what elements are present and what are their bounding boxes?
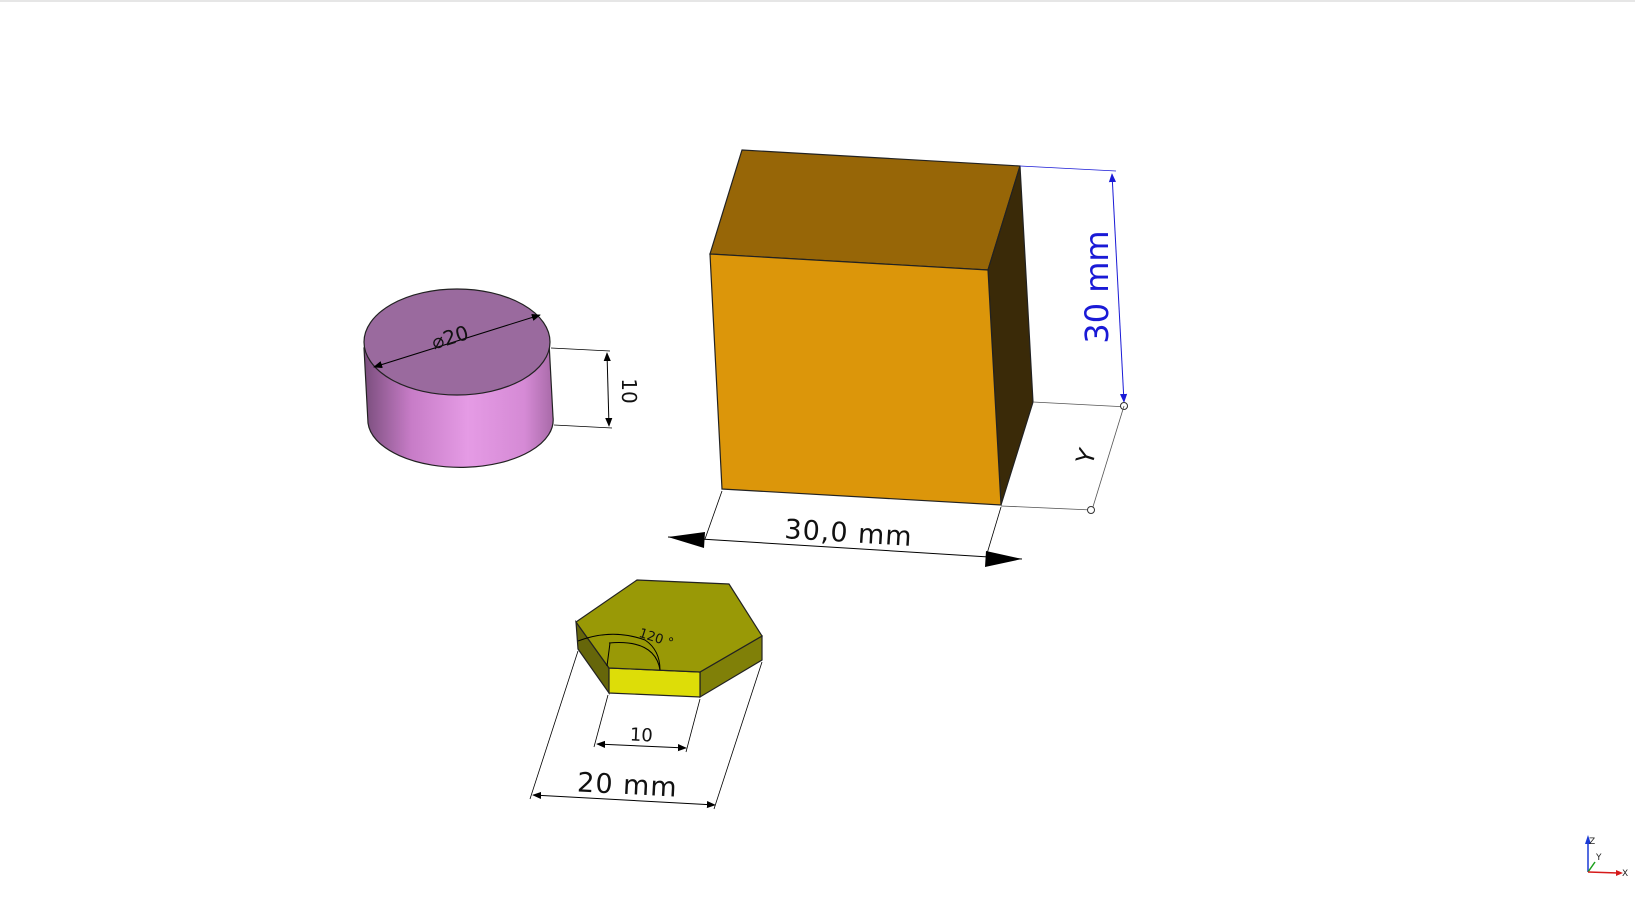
cube-width-ext-left	[704, 490, 723, 540]
cube-width-ext-right	[985, 506, 1002, 558]
x-axis-label: X	[1622, 869, 1628, 879]
cube-height-line[interactable]	[1108, 173, 1128, 403]
axis-triad[interactable]: Z Y X	[1585, 835, 1628, 879]
hexagon-angle-arc[interactable]	[606, 642, 661, 671]
z-axis-arrow	[1585, 835, 1591, 844]
hexagon-object[interactable]: 120 ° 10 20 mm	[529, 579, 763, 810]
cylinder-height-ext-bottom	[553, 424, 613, 429]
cube-depth-label[interactable]: Y	[1071, 445, 1103, 469]
hexagon-side-line[interactable]	[596, 740, 687, 752]
cube-depth-anchor	[1087, 506, 1095, 514]
cube-front-face[interactable]	[709, 253, 1002, 506]
y-axis-line	[1587, 861, 1596, 873]
hexagon-width-ext-left	[529, 650, 579, 800]
cube-object[interactable]: 30,0 mm 30 mm Y	[667, 149, 1129, 567]
cube-top-face[interactable]	[709, 149, 1021, 271]
cylinder-height-ext-top	[550, 347, 611, 352]
x-axis-arrow	[1616, 870, 1623, 876]
cube-width-arrow-left	[668, 532, 705, 548]
cylinder-object[interactable]: ⌀20 10	[363, 288, 641, 468]
cube-width-label[interactable]: 30,0 mm	[784, 514, 914, 553]
x-axis-line	[1587, 871, 1619, 874]
hexagon-side-ext-left	[593, 694, 609, 748]
hexagon-width-line[interactable]	[532, 791, 716, 809]
cube-width-line[interactable]	[667, 536, 1023, 560]
hexagon-front-face[interactable]	[608, 667, 701, 698]
z-axis-label: Z	[1589, 837, 1595, 847]
cube-height-ext-bottom	[1032, 401, 1129, 408]
hexagon-angle-arc-main	[577, 633, 661, 671]
cylinder-height-line[interactable]	[603, 352, 613, 427]
hexagon-side-ext-right	[685, 698, 701, 753]
cube-height-label[interactable]: 30 mm	[1078, 230, 1116, 343]
cylinder-height-label[interactable]: 10	[617, 378, 641, 403]
cylinder-diameter-line[interactable]	[373, 313, 541, 369]
cube-depth-line[interactable]	[1091, 405, 1125, 511]
hexagon-top-face[interactable]	[575, 579, 763, 673]
y-axis-label: Y	[1595, 853, 1602, 863]
hexagon-side-label[interactable]: 10	[629, 724, 653, 746]
cube-width-arrow-right	[985, 551, 1022, 567]
hexagon-width-ext-right	[713, 661, 763, 810]
cube-depth-ext	[1000, 505, 1093, 511]
cube-height-ext-top	[1019, 165, 1117, 172]
hexagon-width-label[interactable]: 20 mm	[576, 767, 678, 803]
